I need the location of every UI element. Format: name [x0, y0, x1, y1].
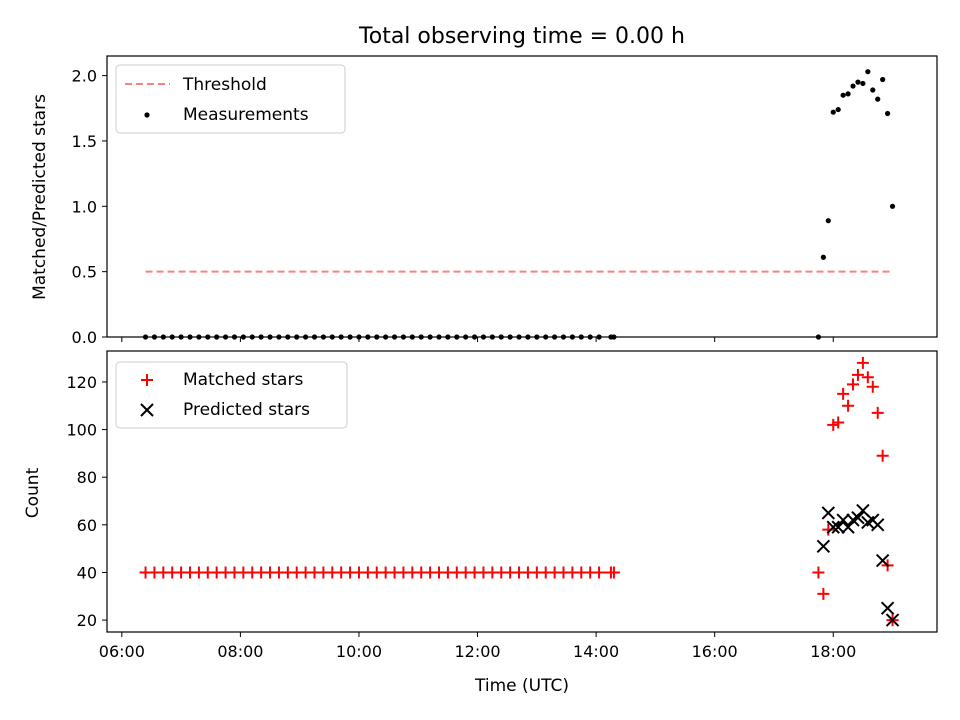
bottom-legend: Matched stars Predicted stars [115, 361, 348, 429]
legend-measurements-swatch [144, 112, 150, 118]
bottom-y-tick-label: 40 [77, 563, 97, 582]
top-axes: 0.00.51.01.52.0 Matched/Predicted stars … [30, 55, 938, 347]
top-y-tick-label: 1.0 [72, 197, 97, 216]
predicted-star-point [871, 518, 885, 532]
x-axis-label: Time (UTC) [474, 676, 569, 696]
bottom-y-tick-label: 60 [77, 516, 97, 535]
matched-star-point [842, 399, 855, 412]
x-tick-label: 14:00 [573, 642, 619, 661]
x-tick-label: 12:00 [454, 642, 500, 661]
x-tick-label: 18:00 [810, 642, 856, 661]
legend-threshold-label: Threshold [182, 75, 267, 95]
bottom-y-tick-label: 120 [66, 373, 97, 392]
matched-star-point [856, 356, 869, 369]
measurement-point [889, 203, 896, 209]
measurement-point [884, 110, 891, 117]
predicted-star-point [885, 613, 900, 627]
matched-star-point [822, 523, 835, 536]
x-tick-label: 10:00 [336, 642, 382, 661]
legend-matched-swatch [141, 374, 153, 386]
matched-star-point [593, 566, 606, 579]
measurement-point [855, 79, 861, 85]
bottom-axes-frame [106, 350, 938, 633]
measurement-point [880, 76, 886, 83]
matched-star-point [866, 380, 879, 393]
measurement-point [825, 218, 831, 224]
x-tick-label: 08:00 [217, 642, 263, 661]
matched-star-point [847, 378, 860, 391]
measurement-point [870, 87, 876, 93]
matched-star-point [861, 371, 874, 384]
matched-star-point [812, 566, 825, 579]
top-y-tick-label: 2.0 [72, 67, 97, 86]
top-y-ticks: 0.0 0.5 1.0 1.5 2.0 [72, 67, 107, 347]
measurement-point [845, 91, 851, 97]
top-y-axis-label: Matched/Predicted stars [30, 94, 50, 300]
bottom-y-tick-label: 20 [77, 611, 97, 630]
matched-star-point [876, 449, 889, 462]
predicted-star-point [821, 506, 836, 520]
measurement-point [840, 92, 846, 98]
predicted-star-point [880, 601, 895, 615]
top-axes-frame [106, 55, 938, 338]
measurement-point [850, 83, 856, 89]
matched-star-point [851, 368, 864, 381]
matched-star-point [871, 406, 884, 419]
top-y-tick-label: 1.5 [72, 132, 97, 151]
measurement-point [875, 96, 881, 102]
measurement-point [830, 109, 836, 115]
predicted-star-point [875, 553, 890, 568]
top-y-tick-label: 0.5 [72, 263, 97, 282]
matched-star-point [832, 416, 845, 429]
bottom-y-tick-label: 80 [77, 468, 97, 487]
legend-matched-label: Matched stars [183, 370, 303, 390]
bottom-legend-box [115, 361, 348, 429]
bottom-y-tick-label: 100 [66, 421, 97, 440]
legend-measurements-label: Measurements [183, 105, 309, 125]
bottom-plot-area [139, 356, 900, 627]
matched-star-point [607, 566, 620, 579]
predicted-star-point [836, 513, 850, 527]
matched-star-point [817, 587, 830, 600]
top-y-tick-label: 0.0 [72, 328, 97, 347]
legend-predicted-label: Predicted stars [183, 400, 310, 420]
x-tick-label: 06:00 [99, 642, 145, 661]
bottom-y-ticks: 20 40 60 80 100 120 [66, 373, 107, 630]
legend-predicted-swatch [140, 403, 154, 417]
bottom-y-axis-label: Count [23, 467, 43, 518]
bottom-x-ticks: 06:00 08:00 10:00 12:00 14:00 16:00 18:00 [99, 632, 856, 661]
top-legend: Threshold Measurements [115, 64, 346, 134]
predicted-star-point [816, 539, 831, 553]
measurement-point [835, 106, 841, 113]
x-tick-label: 16:00 [692, 642, 738, 661]
measurement-point [820, 254, 826, 260]
measurement-point [865, 69, 871, 75]
top-legend-box [115, 64, 346, 134]
bottom-axes: 20 40 60 80 100 120 06:00 08:00 10:00 12:00 14:00… [23, 350, 938, 696]
chart-title: Total observing time = 0.00 h [358, 24, 685, 49]
predicted-star-point [851, 510, 865, 525]
matched-star-point [837, 387, 850, 400]
top-x-ticks [121, 337, 834, 342]
predicted-star-point [831, 520, 845, 534]
predicted-star-point [826, 520, 840, 534]
measurement-point [860, 80, 866, 87]
